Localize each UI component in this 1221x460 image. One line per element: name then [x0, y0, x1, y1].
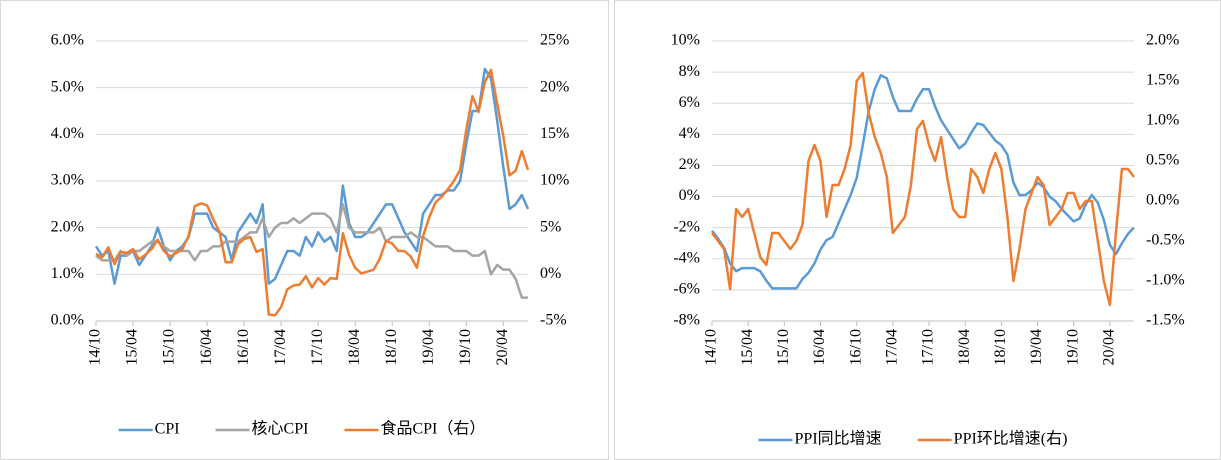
- y-tick-label: -8%: [673, 312, 700, 329]
- x-tick-label: 19/04: [420, 329, 437, 365]
- y-tick-label: 2.0%: [51, 218, 84, 235]
- x-tick-label: 20/04: [1101, 329, 1118, 365]
- x-tick-label: 18/10: [383, 329, 400, 365]
- y-tick-label: 8%: [679, 63, 700, 80]
- y2-tick-label: -5%: [540, 312, 567, 329]
- x-tick-label: 15/04: [739, 329, 756, 365]
- x-tick-label: 19/10: [1064, 329, 1081, 365]
- legend-label: CPI: [155, 421, 180, 438]
- y2-tick-label: 0.0%: [1146, 192, 1179, 209]
- x-tick-label: 16/04: [811, 329, 828, 365]
- legend-label: 核心CPI: [252, 420, 309, 438]
- x-tick-label: 15/10: [161, 329, 178, 365]
- chart: -8% -6% -4% -2% 0% 2% 4% 6% 8% 10% -1.5% -1.0% -0.5%…: [671, 32, 1185, 448]
- y-tick-label: -6%: [673, 281, 700, 298]
- y2-tick-label: 5%: [540, 218, 561, 235]
- legend-label: PPI同比增速: [795, 430, 882, 448]
- y-tick-label: 5.0%: [51, 78, 84, 95]
- legend-label: PPI环比增速(右): [954, 430, 1068, 448]
- x-tick-label: 18/04: [956, 329, 973, 365]
- legend: PPI同比增速 PPI环比增速(右): [758, 430, 1068, 448]
- y-tick-label: 2%: [679, 156, 700, 173]
- y2-tick-label: 2.0%: [1146, 32, 1179, 49]
- y-tick-label: 10%: [671, 32, 700, 49]
- series-line: [95, 203, 528, 299]
- y-tick-label: 4%: [679, 125, 700, 142]
- y-tick-label: -4%: [673, 249, 700, 266]
- y-tick-label: 6%: [679, 94, 700, 111]
- y-tick-label: 0.0%: [51, 312, 84, 329]
- y-tick-label: 1.0%: [51, 265, 84, 282]
- x-tick-label: 17/04: [884, 329, 901, 365]
- y-tick-label: 0%: [679, 187, 700, 204]
- x-tick-label: 14/10: [87, 329, 104, 365]
- x-tick-label: 15/04: [124, 329, 141, 365]
- x-tick-label: 19/04: [1028, 329, 1045, 365]
- x-tick-label: 17/10: [309, 329, 326, 365]
- series-line: [711, 71, 1135, 307]
- y2-tick-label: -0.5%: [1146, 232, 1185, 249]
- y2-tick-label: 20%: [540, 78, 569, 95]
- y2-tick-label: -1.5%: [1146, 312, 1185, 329]
- y2-tick-label: 1.5%: [1146, 72, 1179, 89]
- panel-border: [614, 0, 1221, 460]
- y2-tick-label: 1.0%: [1146, 112, 1179, 129]
- x-tick-label: 14/10: [703, 329, 720, 365]
- y2-tick-label: 10%: [540, 172, 569, 189]
- series-line: [95, 68, 530, 317]
- x-tick-label: 19/10: [457, 329, 474, 365]
- y2-tick-label: 0%: [540, 265, 561, 282]
- y-tick-label: 6.0%: [51, 32, 84, 49]
- y2-tick-label: 0.5%: [1146, 152, 1179, 169]
- chart: 0.0% 1.0% 2.0% 3.0% 4.0% 5.0% 6.0% -5% 0% 5% 10% 15…: [51, 32, 570, 438]
- x-tick-label: 17/04: [272, 329, 289, 365]
- x-tick-label: 15/10: [775, 329, 792, 365]
- x-tick-label: 20/04: [494, 329, 511, 365]
- panel-border: [0, 0, 609, 460]
- x-tick-label: 18/10: [992, 329, 1009, 365]
- y2-tick-label: 25%: [540, 32, 569, 49]
- y2-tick-label: 15%: [540, 125, 569, 142]
- y-tick-label: 3.0%: [51, 172, 84, 189]
- y-tick-label: -2%: [673, 218, 700, 235]
- legend-label: 食品CPI（右）: [380, 420, 485, 438]
- y-tick-label: 4.0%: [51, 125, 84, 142]
- series-line: [711, 73, 1135, 290]
- legend: CPI 核心CPI 食品CPI（右）: [118, 420, 485, 438]
- x-tick-label: 16/10: [847, 329, 864, 365]
- y2-tick-label: -1.0%: [1146, 272, 1185, 289]
- x-tick-label: 16/10: [235, 329, 252, 365]
- x-tick-label: 16/04: [198, 329, 215, 365]
- x-tick-label: 17/10: [920, 329, 937, 365]
- x-tick-label: 18/04: [346, 329, 363, 365]
